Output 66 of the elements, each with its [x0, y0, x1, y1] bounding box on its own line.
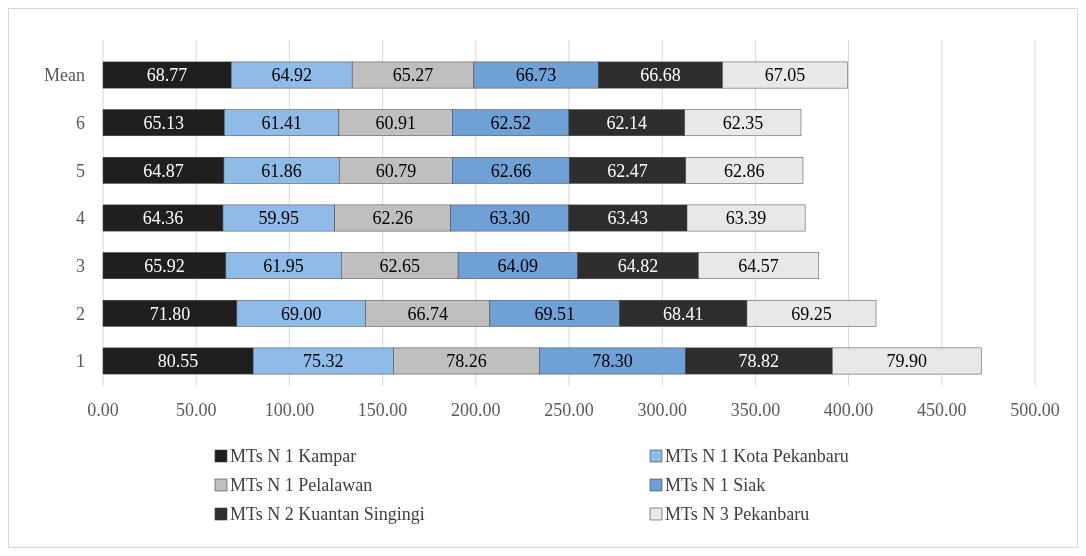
data-label: 64.57 [738, 255, 779, 276]
data-label: 65.92 [144, 255, 185, 276]
data-label: 71.80 [149, 303, 191, 324]
data-label: 78.26 [446, 351, 487, 372]
data-label: 59.95 [258, 208, 300, 229]
data-label: 78.82 [738, 351, 780, 372]
data-label: 69.00 [280, 303, 322, 324]
y-tick-label: 5 [76, 160, 85, 181]
data-label: 62.35 [722, 112, 764, 133]
legend-label: MTs N 1 Kota Pekanbaru [665, 446, 849, 467]
data-label: 65.13 [143, 112, 184, 133]
legend-label: MTs N 1 Pelalawan [230, 475, 373, 496]
data-label: 62.65 [379, 255, 420, 276]
data-label: 62.47 [607, 160, 648, 181]
x-tick-label: 350.00 [730, 400, 781, 420]
legend-label: MTs N 2 Kuantan Singingi [230, 504, 425, 525]
legend-label: MTs N 1 Siak [665, 475, 766, 496]
data-label: 69.25 [791, 303, 832, 324]
data-label: 62.14 [606, 112, 648, 133]
data-label: 67.05 [764, 65, 806, 86]
y-tick-label: 3 [76, 255, 85, 276]
data-label: 63.39 [725, 208, 767, 229]
data-label: 61.41 [261, 112, 302, 133]
data-label: 62.52 [490, 112, 531, 133]
x-tick-label: 450.00 [917, 400, 967, 420]
data-label: 63.43 [607, 208, 649, 229]
y-tick-label: 2 [76, 303, 85, 324]
data-label: 60.79 [375, 160, 417, 181]
x-tick-label: 150.00 [357, 400, 408, 420]
data-label: 68.77 [146, 65, 188, 86]
data-label: 64.36 [142, 208, 184, 229]
legend-label: MTs N 1 Kampar [230, 446, 357, 467]
x-tick-label: 50.00 [175, 400, 217, 420]
data-label: 78.30 [592, 351, 633, 372]
data-label: 80.55 [157, 351, 199, 372]
data-label: 62.86 [724, 160, 765, 181]
data-label: 60.91 [375, 112, 416, 133]
data-label: 62.26 [372, 208, 413, 229]
data-label: 61.86 [261, 160, 302, 181]
x-tick-label: 100.00 [264, 400, 315, 420]
data-label: 64.87 [143, 160, 184, 181]
x-tick-label: 400.00 [823, 400, 874, 420]
y-tick-label: 6 [76, 112, 85, 133]
y-tick-label: 1 [76, 351, 85, 372]
x-tick-label: 0.00 [87, 400, 119, 420]
data-label: 64.82 [617, 255, 659, 276]
legend-label: MTs N 3 Pekanbaru [665, 504, 810, 525]
data-label: 61.95 [263, 255, 304, 276]
x-tick-label: 250.00 [544, 400, 594, 420]
data-label: 66.73 [515, 65, 557, 86]
x-tick-label: 200.00 [451, 400, 501, 420]
data-label: 66.74 [407, 303, 448, 324]
data-label: 69.51 [534, 303, 575, 324]
x-tick-label: 300.00 [637, 400, 687, 420]
data-label: 65.27 [392, 65, 434, 86]
data-label: 64.09 [497, 255, 539, 276]
y-tick-label: 4 [76, 208, 85, 229]
data-label: 75.32 [303, 351, 344, 372]
data-label: 68.41 [662, 303, 704, 324]
y-tick-label: Mean [44, 65, 85, 86]
data-label: 64.92 [271, 65, 312, 86]
x-tick-label: 500.00 [1010, 400, 1060, 420]
data-label: 63.30 [489, 208, 531, 229]
data-label: 66.68 [640, 65, 681, 86]
data-label: 79.90 [886, 351, 928, 372]
data-label: 62.66 [490, 160, 532, 181]
